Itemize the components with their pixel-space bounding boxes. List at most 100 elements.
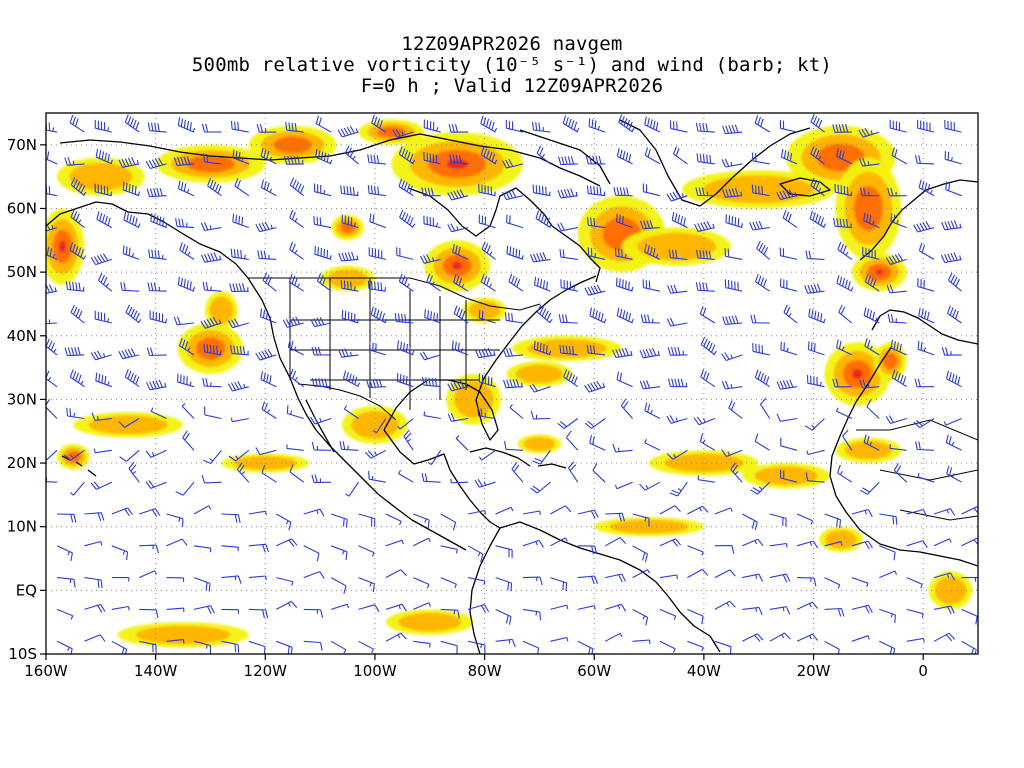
wind-barb xyxy=(536,304,553,324)
wind-barb xyxy=(413,577,430,589)
wind-barb xyxy=(147,122,167,133)
wind-barb xyxy=(754,433,770,451)
wind-barb xyxy=(46,399,58,419)
vorticity-contour xyxy=(398,613,462,632)
wind-barb xyxy=(917,278,935,292)
wind-barb xyxy=(203,343,222,356)
wind-barb xyxy=(234,178,250,197)
wind-barb xyxy=(859,187,880,197)
wind-barb xyxy=(945,370,962,388)
wind-barb xyxy=(311,377,332,388)
wind-barb xyxy=(889,444,907,451)
wind-barb xyxy=(337,125,359,138)
wind-barb xyxy=(563,369,579,388)
wind-barb xyxy=(259,308,277,324)
wind-barb xyxy=(260,179,277,197)
wind-barb xyxy=(202,153,222,165)
wind-barb xyxy=(946,305,962,324)
wind-barb xyxy=(423,119,441,133)
wind-barb xyxy=(699,306,716,324)
wind-barb xyxy=(46,245,58,260)
vorticity-contour xyxy=(515,364,564,384)
wind-barb xyxy=(756,240,771,260)
wind-barb xyxy=(285,121,304,133)
wind-barb xyxy=(447,380,469,392)
vorticity-contour xyxy=(376,126,406,138)
wind-barb xyxy=(632,608,649,626)
wind-barb xyxy=(742,573,763,582)
wind-barb xyxy=(506,214,524,229)
wind-barb xyxy=(632,639,651,645)
wind-barb xyxy=(559,248,578,260)
wind-barb xyxy=(201,123,222,133)
wind-barb xyxy=(46,477,58,483)
wind-barb xyxy=(851,604,873,614)
wind-barb xyxy=(118,418,140,428)
wind-barb xyxy=(508,273,524,292)
wind-barb xyxy=(423,411,441,420)
wind-barb xyxy=(890,339,907,356)
wind-barb xyxy=(687,505,709,515)
wind-barb xyxy=(722,315,743,326)
wind-barb xyxy=(166,538,188,547)
wind-barb xyxy=(759,397,771,419)
tick-label-lon: 160W xyxy=(24,662,68,680)
wind-barb xyxy=(413,513,430,529)
wind-barb xyxy=(255,348,277,361)
wind-barb xyxy=(440,513,457,531)
wind-barb xyxy=(863,212,880,229)
wind-barb xyxy=(502,347,524,358)
wind-barb xyxy=(666,415,688,424)
wind-barb xyxy=(248,575,267,581)
wind-barb xyxy=(370,306,388,324)
vorticity-contour xyxy=(340,221,355,234)
wind-barb xyxy=(522,576,543,586)
wind-barb xyxy=(644,147,661,165)
wind-barb xyxy=(906,509,928,518)
wind-barb xyxy=(145,157,167,170)
wind-barb xyxy=(344,145,359,165)
border-us-canada xyxy=(248,277,541,311)
wind-barb xyxy=(941,220,962,231)
wind-barb xyxy=(851,508,873,517)
wind-barb xyxy=(227,381,249,392)
wind-barb xyxy=(940,252,962,264)
wind-barb xyxy=(286,444,304,451)
wind-barb xyxy=(858,127,880,138)
wind-barb xyxy=(833,217,852,229)
wind-barb xyxy=(175,218,195,229)
wind-barb xyxy=(413,537,431,547)
wind-barb xyxy=(618,114,635,133)
wind-barb xyxy=(202,281,222,292)
wind-barb xyxy=(933,605,955,615)
wind-barb xyxy=(754,369,770,388)
vorticity-contour xyxy=(468,301,501,320)
vorticity-contour xyxy=(883,352,898,370)
wind-barb xyxy=(413,602,432,610)
wind-barb xyxy=(584,284,606,296)
wind-barb xyxy=(56,577,76,588)
wind-barb xyxy=(805,250,825,260)
wind-barb xyxy=(810,145,825,165)
wind-barb xyxy=(612,347,633,358)
wind-barb xyxy=(836,275,854,292)
wind-barb xyxy=(730,462,743,483)
wind-barb xyxy=(166,607,185,613)
vorticity-contour xyxy=(453,381,494,418)
wind-barb xyxy=(696,249,715,260)
wind-barb xyxy=(371,114,387,133)
wind-barb xyxy=(248,510,267,516)
wind-barb xyxy=(522,608,542,621)
wind-barb xyxy=(944,150,962,165)
wind-barb xyxy=(181,403,195,419)
wind-barb xyxy=(879,570,898,579)
wind-barb xyxy=(65,281,85,292)
wind-barb xyxy=(807,341,825,356)
wind-barb xyxy=(310,415,332,425)
wind-barb xyxy=(398,273,414,292)
wind-barb xyxy=(864,338,880,356)
coast-yucatan xyxy=(383,429,501,529)
wind-barb xyxy=(837,464,853,483)
wind-barb xyxy=(440,545,458,554)
coast-alaska xyxy=(46,201,271,319)
